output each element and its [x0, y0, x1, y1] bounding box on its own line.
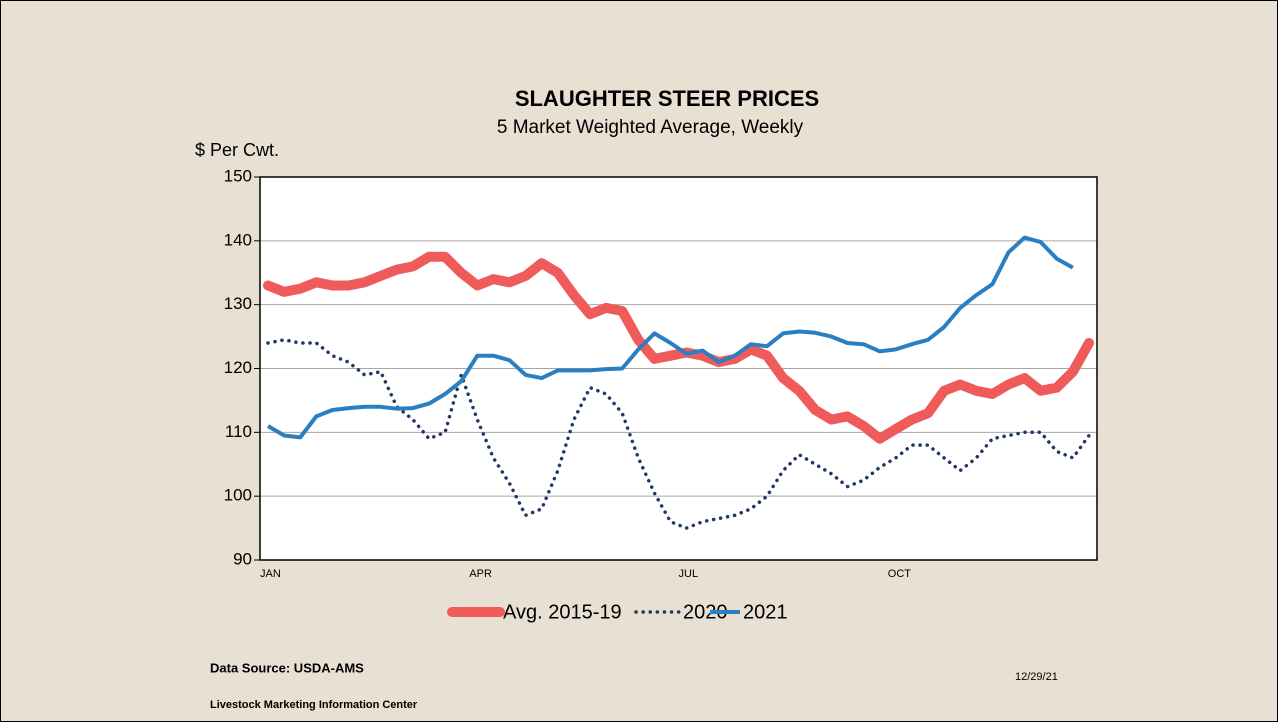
y-tick-label: 100	[224, 486, 252, 505]
x-tick-label: JAN	[260, 568, 281, 580]
x-tick-label: APR	[469, 568, 492, 580]
y-tick-label: 130	[224, 294, 252, 313]
series-line	[266, 338, 1091, 530]
organization: Livestock Marketing Information Center	[210, 699, 418, 711]
source: Data Source: USDA-AMS	[210, 660, 364, 675]
chart-subtitle: 5 Market Weighted Average, Weekly	[497, 117, 804, 138]
plot-border	[259, 176, 1098, 561]
y-axis-label: $ Per Cwt.	[195, 140, 279, 160]
legend-label: Avg. 2015-19	[503, 601, 622, 623]
date: 12/29/21	[1015, 671, 1058, 683]
chart-title: SLAUGHTER STEER PRICES	[515, 86, 819, 111]
y-tick-label: 140	[224, 230, 252, 249]
series-line	[263, 251, 1094, 444]
y-tick-label: 150	[224, 166, 252, 185]
y-tick-label: 110	[225, 422, 252, 441]
y-tick-label: 90	[233, 549, 252, 568]
legend-label: 2020	[683, 601, 728, 623]
series-line	[266, 235, 1074, 440]
legend-label: 2021	[743, 601, 788, 623]
x-tick-label: OCT	[888, 568, 912, 580]
x-tick-label: JUL	[679, 568, 699, 580]
y-tick-label: 120	[224, 358, 252, 377]
